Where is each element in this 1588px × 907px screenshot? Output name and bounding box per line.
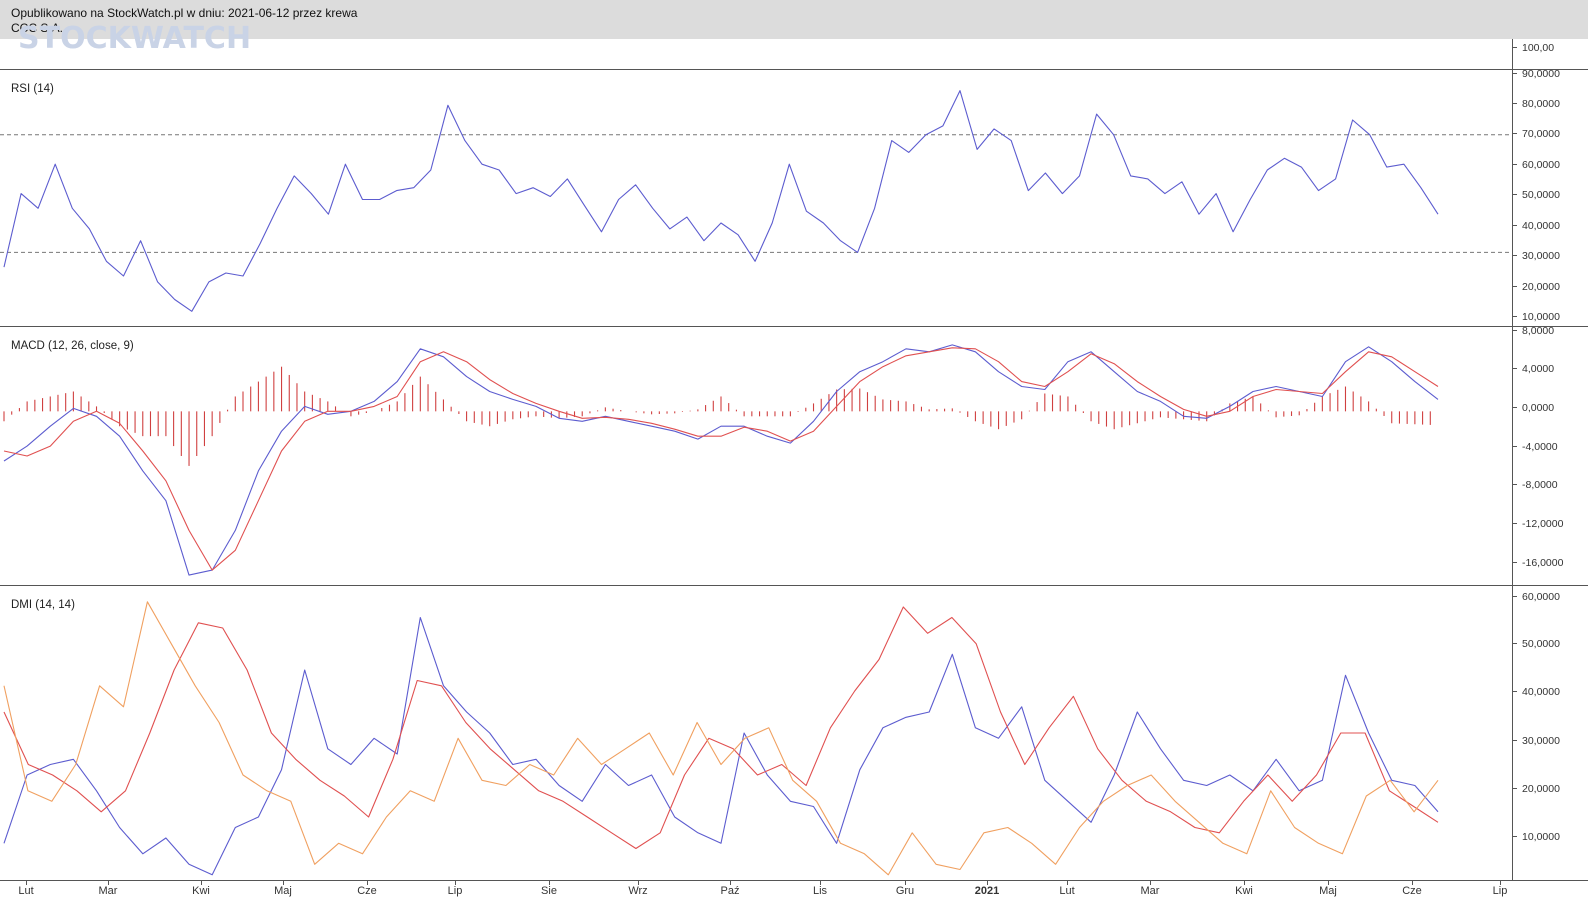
- series-line-adx: [3, 601, 1439, 876]
- y-tick-label: 20,0000: [1522, 783, 1560, 795]
- watermark-logo: STOCKWATCH: [18, 21, 251, 56]
- x-tick-label: Maj: [274, 885, 292, 897]
- y-tick-label: 40,0000: [1522, 686, 1560, 698]
- y-tick-label: 60,0000: [1522, 159, 1560, 171]
- y-tick-label: 30,0000: [1522, 250, 1560, 262]
- y-tick-label: -16,0000: [1522, 557, 1564, 569]
- x-tick-label: Mar: [1141, 885, 1160, 897]
- y-tick-label: 40,0000: [1522, 220, 1560, 232]
- series-line--di: [3, 616, 1439, 876]
- x-tick-label: Cze: [357, 885, 377, 897]
- y-tick-label: 70,0000: [1522, 128, 1560, 140]
- series-line-panel1-0: [3, 90, 1439, 312]
- y-tick-label: 4,0000: [1522, 363, 1554, 375]
- y-tick-label: 100,00: [1522, 42, 1554, 54]
- x-tick-label: Lip: [448, 885, 463, 897]
- ticker-name: CCC S.A.: [11, 21, 64, 35]
- x-tick-label: Kwi: [192, 885, 210, 897]
- y-tick-label: 10,0000: [1522, 831, 1560, 843]
- y-tick-label: 50,0000: [1522, 638, 1560, 650]
- y-tick-label: 80,0000: [1522, 98, 1560, 110]
- y-tick-label: 30,0000: [1522, 735, 1560, 747]
- y-tick-label: 20,0000: [1522, 281, 1560, 293]
- x-tick-label: Wrz: [628, 885, 647, 897]
- series-line-signal: [3, 347, 1439, 571]
- x-tick-label: Maj: [1319, 885, 1337, 897]
- x-tick-label: Kwi: [1235, 885, 1253, 897]
- panel-title: RSI (14): [11, 83, 54, 95]
- panel-title: MACD (12, 26, close, 9): [11, 340, 134, 352]
- y-tick-label: 50,0000: [1522, 189, 1560, 201]
- y-tick-label: 10,0000: [1522, 311, 1560, 323]
- y-tick-label: 60,0000: [1522, 591, 1560, 603]
- x-tick-label: 2021: [975, 885, 999, 897]
- chart-header: Opublikowano na StockWatch.pl w dniu: 20…: [0, 0, 1588, 39]
- y-tick-label: -8,0000: [1522, 479, 1558, 491]
- x-tick-label: Gru: [896, 885, 914, 897]
- series-line--di: [3, 606, 1439, 850]
- x-tick-label: Lip: [1493, 885, 1508, 897]
- y-tick-label: -12,0000: [1522, 518, 1564, 530]
- y-tick-label: 8,0000: [1522, 325, 1554, 337]
- x-tick-label: Lut: [1059, 885, 1074, 897]
- x-tick-label: Paź: [721, 885, 740, 897]
- y-tick-label: 0,0000: [1522, 402, 1554, 414]
- y-tick-label: -4,0000: [1522, 441, 1558, 453]
- x-tick-label: Sie: [541, 885, 557, 897]
- x-tick-label: Mar: [99, 885, 118, 897]
- x-tick-label: Cze: [1402, 885, 1422, 897]
- x-tick-label: Lis: [813, 885, 828, 897]
- series-line-macd: [3, 344, 1439, 576]
- panel-title: DMI (14, 14): [11, 599, 75, 611]
- published-info: Opublikowano na StockWatch.pl w dniu: 20…: [11, 6, 358, 20]
- y-tick-label: 90,0000: [1522, 68, 1560, 80]
- x-tick-label: Lut: [18, 885, 33, 897]
